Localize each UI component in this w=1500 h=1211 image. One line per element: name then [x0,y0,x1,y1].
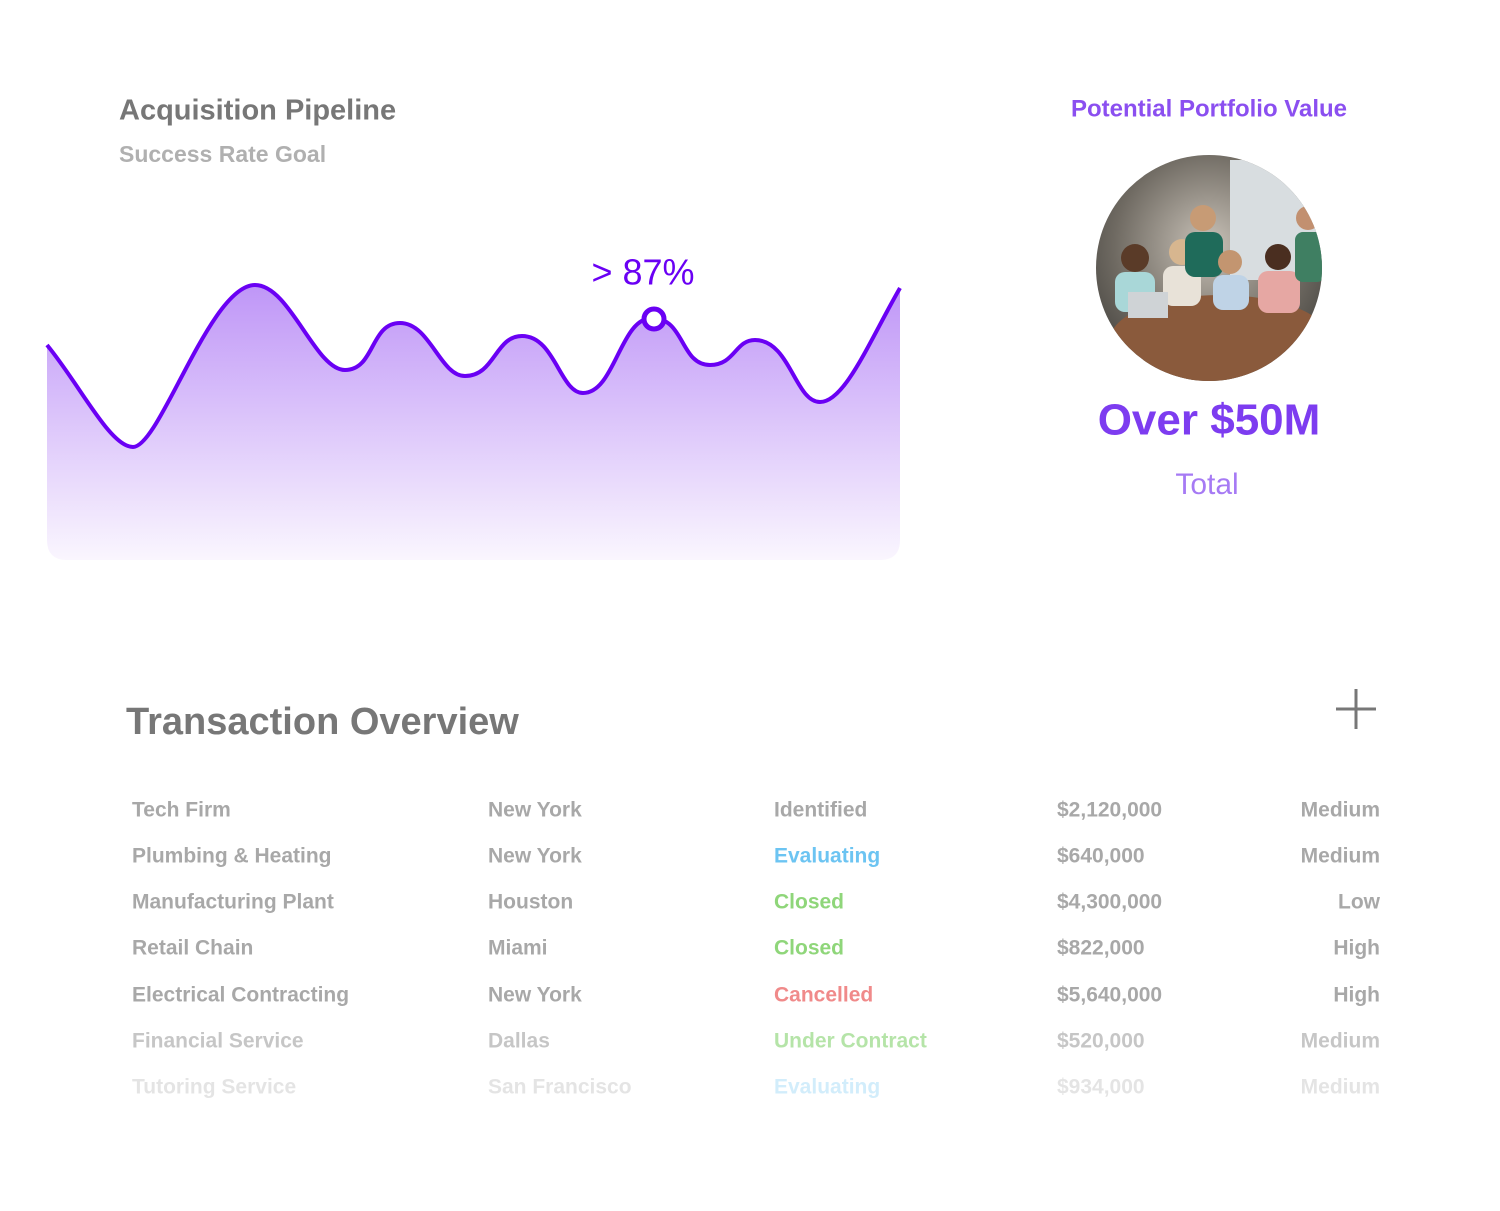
priority: Medium [1301,799,1380,822]
table-row: Manufacturing Plant Houston Closed $4,300,0… [132,891,1381,914]
company-name: Plumbing & Heating [132,845,332,868]
table-row: Tutoring Service San Francisco Evaluating $… [132,1076,1380,1099]
marker [641,306,667,332]
city: Houston [488,891,573,914]
status: Evaluating [774,845,880,868]
amount: $4,300,000 [1057,891,1162,914]
city: New York [488,984,582,1007]
city: Dallas [488,1030,550,1053]
amount: $640,000 [1057,845,1145,868]
table-row: Retail Chain Miami Closed $822,000 High [132,937,1380,960]
priority: Medium [1301,1076,1380,1099]
amount: $5,640,000 [1057,984,1162,1007]
amount: $822,000 [1057,937,1145,960]
status: Identified [774,799,867,822]
status: Closed [774,937,844,960]
wave-area [47,285,900,560]
table-row: Electrical Contracting New York Cancelled $… [132,984,1380,1007]
status: Closed [774,891,844,914]
company-name: Manufacturing Plant [132,891,334,914]
team-photo [1096,155,1322,381]
amount: $2,120,000 [1057,799,1162,822]
priority: High [1333,984,1380,1007]
status: Cancelled [774,984,873,1007]
company-name: Tech Firm [132,799,231,822]
company-name: Financial Service [132,1030,304,1053]
table-row: Plumbing & Heating New York Evaluating $640… [132,845,1380,868]
company-name: Retail Chain [132,937,253,960]
portfolio-value: Over $50M [1098,396,1321,445]
amount: $934,000 [1057,1076,1145,1099]
pipeline-subtitle: Success Rate Goal [119,141,326,167]
marker-label: > 87% [591,252,694,293]
status: Evaluating [774,1076,880,1099]
portfolio-caption: Total [1175,468,1238,501]
city: New York [488,845,582,868]
city: San Francisco [488,1076,632,1099]
priority: Medium [1301,845,1380,868]
city: New York [488,799,582,822]
priority: Low [1338,891,1381,914]
amount: $520,000 [1057,1030,1145,1053]
priority: Medium [1301,1030,1380,1053]
transaction-table: Tech Firm New York Identified $2,120,000 Med… [132,799,1381,1099]
wave-line [45,282,902,450]
priority: High [1333,937,1380,960]
table-row: Tech Firm New York Identified $2,120,000 Med… [132,799,1380,822]
company-name: Electrical Contracting [132,984,349,1007]
company-name: Tutoring Service [132,1076,296,1099]
add-button[interactable] [1336,689,1376,729]
pipeline-title: Acquisition Pipeline [119,95,396,127]
status: Under Contract [774,1030,927,1053]
portfolio-title: Potential Portfolio Value [1071,95,1347,122]
transactions-title: Transaction Overview [126,701,519,743]
table-row: Financial Service Dallas Under Contract $52… [132,1030,1380,1053]
city: Miami [488,937,548,960]
